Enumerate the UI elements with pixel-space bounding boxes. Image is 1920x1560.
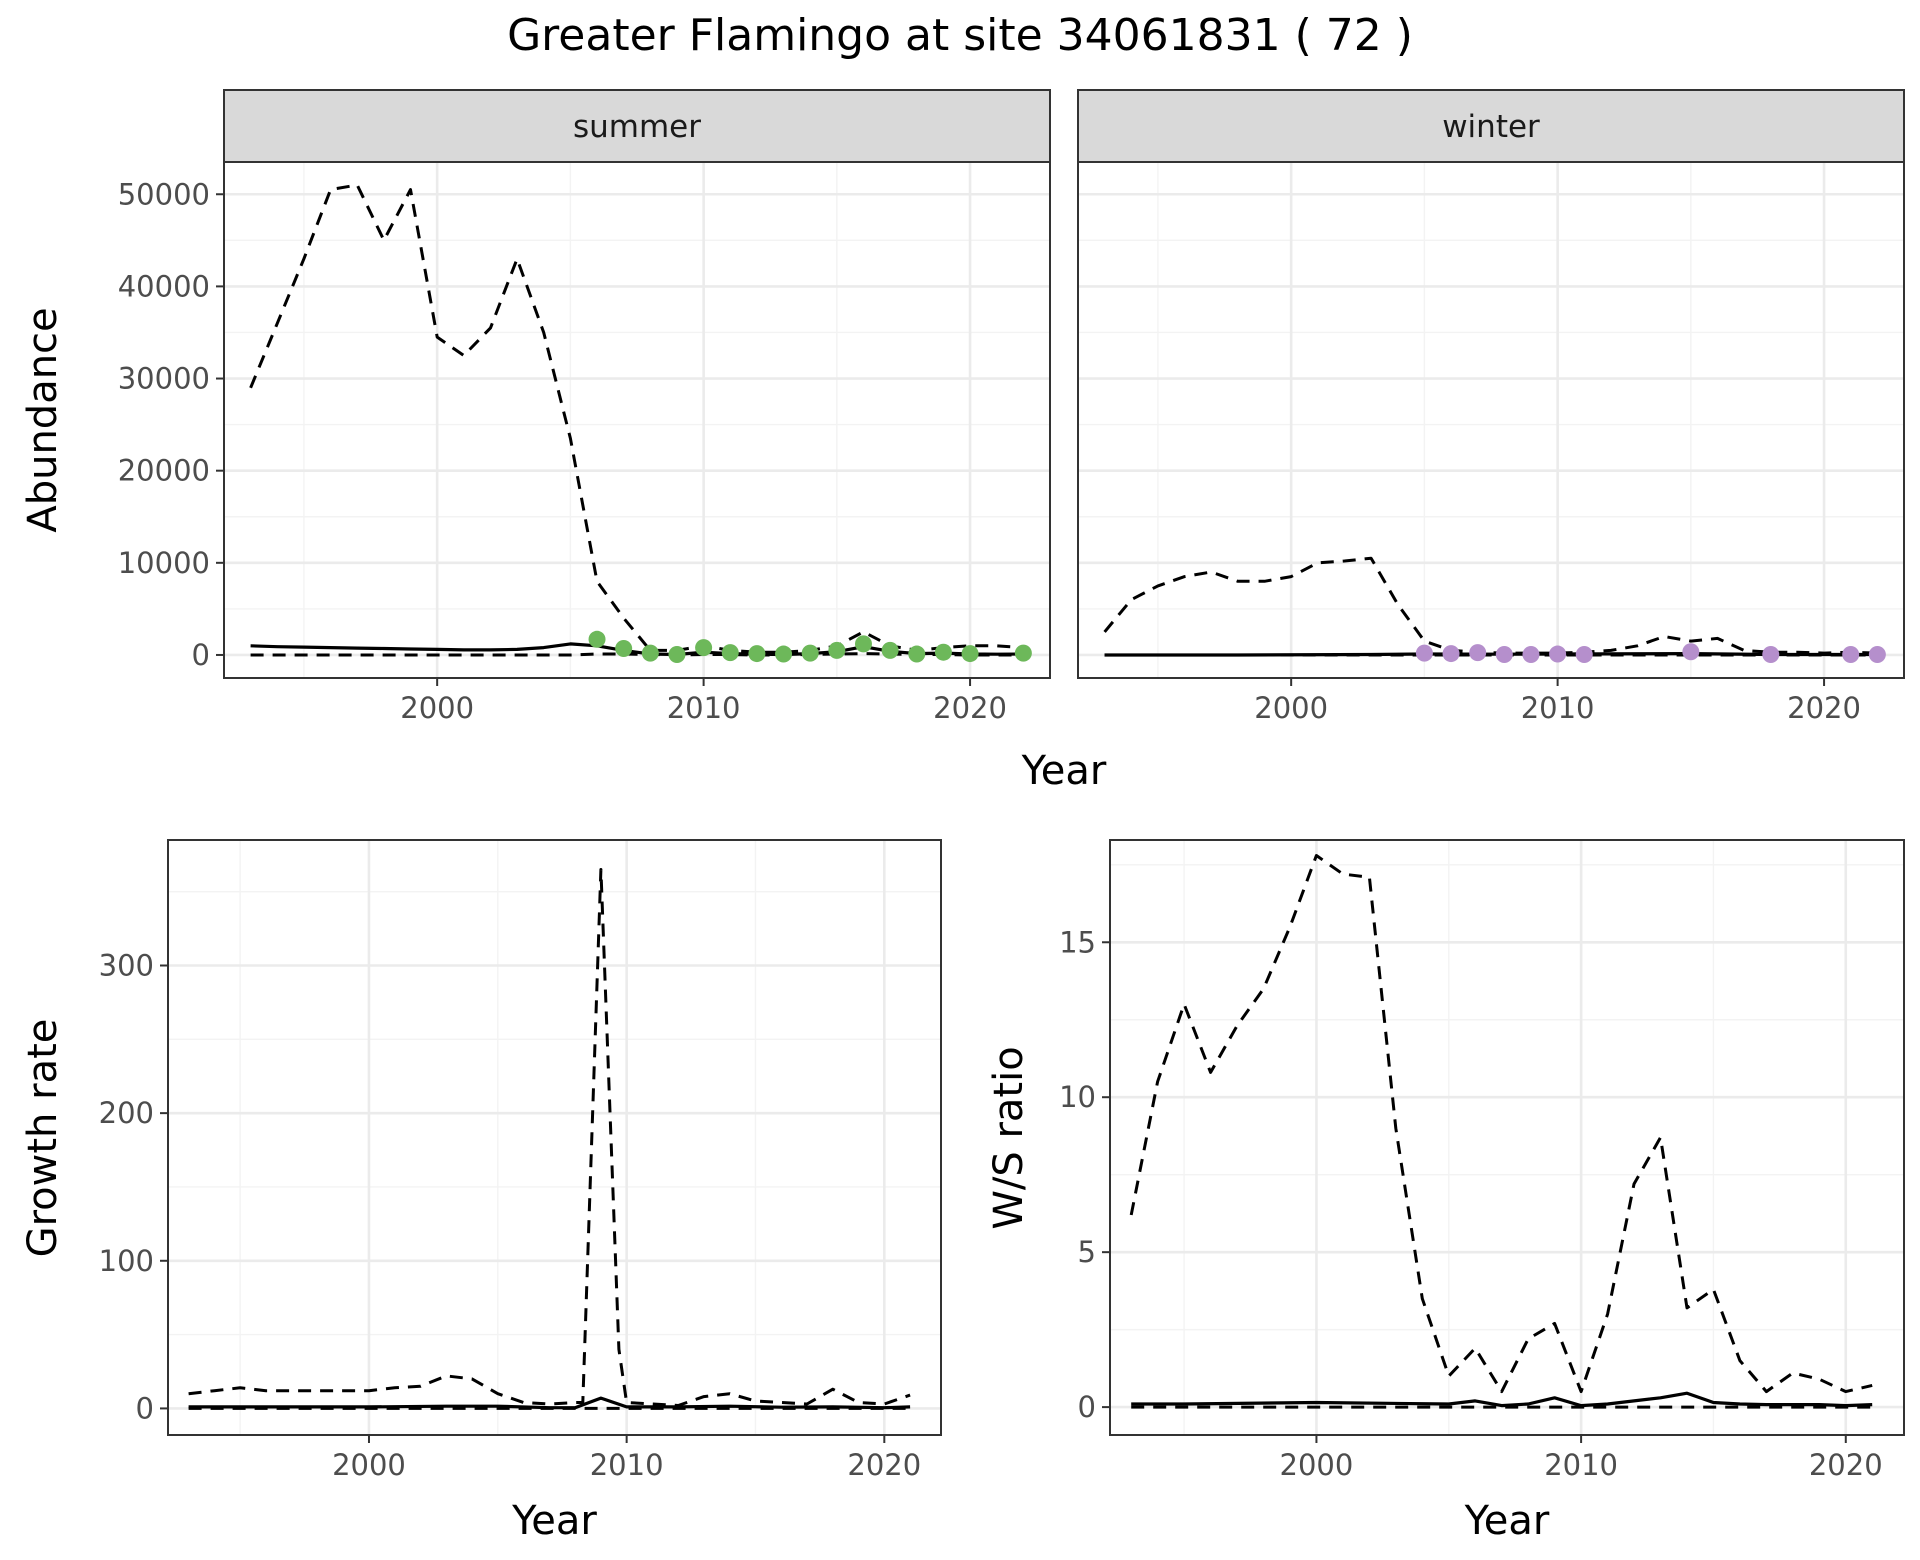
ratio-y-axis-title: W/S ratio — [986, 1046, 1032, 1229]
abundance-winter-point — [1469, 644, 1487, 662]
abundance-winter-x-tick-label: 2010 — [1521, 691, 1595, 725]
growth-y-axis-title: Growth rate — [20, 1019, 66, 1258]
abundance-winter-point — [1522, 646, 1540, 664]
abundance-winter-point — [1495, 646, 1513, 664]
abundance-summer-panel-border — [223, 161, 1051, 679]
ratio-y-tick-label: 5 — [1078, 1235, 1096, 1269]
abundance-winter-point — [1868, 646, 1886, 664]
abundance-summer-median-line — [250, 642, 1024, 657]
ratio-y-tick-label: 0 — [1078, 1390, 1096, 1424]
abundance-summer-point — [588, 630, 606, 648]
abundance-summer-point — [668, 646, 686, 664]
ratio-upper-line — [1129, 854, 1873, 1394]
growth-x-axis-title: Year — [511, 1498, 597, 1544]
abundance-summer-point — [695, 639, 713, 657]
abundance-winter-point — [1682, 643, 1700, 661]
abundance-summer-y-tick-label: 10000 — [118, 546, 210, 580]
abundance-summer-point — [1014, 644, 1032, 662]
growth-x-tick-label: 2020 — [847, 1448, 921, 1482]
growth-x-tick-label: 2000 — [332, 1448, 406, 1482]
abundance-summer-point — [854, 635, 872, 653]
abundance-summer-y-tick-label: 20000 — [118, 454, 210, 488]
growth-y-tick-label: 100 — [99, 1244, 154, 1278]
abundance-summer-point — [748, 645, 766, 663]
facet-strip-winter — [1077, 89, 1905, 163]
ratio-y-tick-label: 10 — [1059, 1080, 1096, 1114]
abundance-summer-point — [641, 644, 659, 662]
abundance-winter-point — [1762, 646, 1780, 664]
abundance-winter-median-line — [1104, 651, 1878, 657]
abundance-winter-panel-border — [1077, 161, 1905, 679]
abundance-summer-point — [961, 645, 979, 663]
ratio-x-tick-label: 2000 — [1280, 1448, 1354, 1482]
abundance-summer-y-tick-label: 50000 — [118, 177, 210, 211]
abundance-summer-point — [801, 644, 819, 662]
ratio-x-axis-title: Year — [1464, 1498, 1550, 1544]
growth-panel-border — [167, 839, 942, 1436]
abundance-winter-point — [1415, 644, 1433, 662]
abundance-winter-point — [1842, 646, 1860, 664]
abundance-x-axis-title: Year — [1021, 748, 1107, 794]
abundance-summer-y-tick-label: 0 — [192, 638, 210, 672]
abundance-winter-point — [1442, 645, 1460, 663]
abundance-winter-x-tick-label: 2000 — [1254, 691, 1328, 725]
abundance-winter-upper-line — [1103, 556, 1878, 655]
abundance-summer-y-tick-label: 40000 — [118, 269, 210, 303]
abundance-summer-point — [615, 640, 633, 658]
abundance-summer-x-tick-label: 2010 — [667, 691, 741, 725]
facet-strip-label-winter: winter — [1442, 109, 1540, 145]
abundance-winter-point — [1549, 645, 1567, 663]
ratio-y-tick-label: 15 — [1059, 925, 1096, 959]
abundance-summer-point — [775, 645, 793, 663]
growth-y-tick-label: 200 — [99, 1096, 154, 1130]
abundance-winter-point — [1575, 646, 1593, 664]
facet-strip-summer — [223, 89, 1051, 163]
abundance-summer-point — [908, 645, 926, 663]
ratio-x-tick-label: 2020 — [1809, 1448, 1883, 1482]
abundance-summer-x-tick-label: 2000 — [400, 691, 474, 725]
growth-x-tick-label: 2010 — [590, 1448, 664, 1482]
ratio-x-tick-label: 2010 — [1544, 1448, 1618, 1482]
abundance-winter-x-tick-label: 2020 — [1787, 691, 1861, 725]
ratio-median-line — [1131, 1391, 1873, 1408]
abundance-summer-upper-line — [249, 183, 1024, 654]
growth-median-line — [188, 1396, 911, 1410]
facet-strip-label-summer: summer — [573, 109, 701, 145]
growth-upper-line — [188, 868, 911, 1407]
abundance-summer-point — [828, 641, 846, 659]
growth-y-tick-label: 0 — [136, 1391, 154, 1425]
ratio-panel-border — [1109, 839, 1905, 1436]
abundance-summer-point — [934, 643, 952, 661]
abundance-summer-point — [881, 641, 899, 659]
abundance-summer-x-tick-label: 2020 — [933, 691, 1007, 725]
growth-y-tick-label: 300 — [99, 948, 154, 982]
abundance-summer-y-tick-label: 30000 — [118, 362, 210, 396]
abundance-y-axis-title: Abundance — [20, 307, 66, 532]
chart-title: Greater Flamingo at site 34061831 ( 72 ) — [507, 10, 1413, 61]
abundance-summer-point — [721, 644, 739, 662]
